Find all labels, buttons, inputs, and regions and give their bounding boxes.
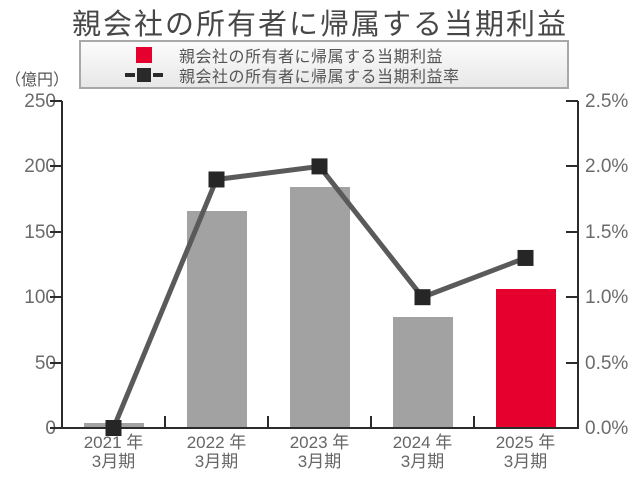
bar-2023年3月期: [289, 187, 350, 428]
right-axis-line: [577, 101, 579, 429]
left-axis-tick: [50, 361, 62, 364]
x-axis-tick: [164, 416, 166, 428]
x-axis-tick: [370, 416, 372, 428]
bar-2022年3月期: [186, 210, 247, 428]
right-axis-tick: [566, 100, 578, 102]
x-axis-label-2023年3月期: 2023 年 3月期: [289, 433, 350, 471]
left-axis-tick-label: 0: [0, 418, 56, 440]
x-axis-label-2022年3月期: 2022 年 3月期: [186, 433, 247, 471]
legend-ratio-label: 親会社の所有者に帰属する当期利益率: [179, 68, 460, 86]
profit-bar-swatch-icon: [136, 46, 152, 63]
x-axis-label-2024年3月期: 2024 年 3月期: [392, 433, 453, 471]
right-axis-tick-label: 0.0%: [585, 418, 629, 439]
left-axis-tick-label: 150: [24, 221, 56, 243]
right-axis-tick-label: 0.5%: [585, 352, 629, 374]
right-axis-tick-label: 2.5%: [585, 91, 629, 112]
ratio-marker-2022年3月期: [208, 171, 225, 188]
right-axis-tick: [566, 230, 578, 233]
ratio-marker-2025年3月期: [517, 249, 534, 266]
ratio-marker-2023年3月期: [311, 158, 328, 175]
left-axis-line: [61, 101, 63, 429]
left-axis-tick-label: 100: [24, 287, 56, 309]
legend-item-profit: 親会社の所有者に帰属する当期利益: [119, 46, 567, 66]
legend-profit-label: 親会社の所有者に帰属する当期利益: [179, 48, 444, 66]
left-axis-tick: [50, 296, 62, 299]
left-axis-unit-label: （億円）: [5, 72, 70, 89]
bar-2024年3月期: [392, 316, 453, 428]
x-axis-tick: [267, 416, 269, 428]
right-axis-tick-label: 1.0%: [585, 287, 629, 309]
ratio-marker-2021年3月期: [105, 420, 122, 436]
ratio-line-marker-icon: [125, 67, 163, 82]
x-axis-label-2021年3月期: 2021 年 3月期: [83, 433, 144, 471]
legend-item-ratio: 親会社の所有者に帰属する当期利益率: [119, 66, 567, 86]
bar-2025年3月期: [495, 289, 556, 428]
right-axis-tick: [566, 165, 578, 168]
left-axis-tick: [50, 427, 62, 429]
right-axis-tick: [566, 296, 578, 299]
left-axis-tick-label: 50: [34, 352, 56, 374]
left-axis-tick-label: 250: [24, 91, 56, 112]
ratio-line: [111, 163, 527, 429]
x-axis-line: [61, 427, 579, 429]
left-axis-tick-label: 200: [24, 156, 56, 178]
right-axis-tick: [566, 361, 578, 364]
right-axis-tick-label: 1.5%: [585, 221, 629, 243]
left-axis-tick: [50, 165, 62, 168]
right-axis-tick-label: 2.0%: [585, 156, 629, 178]
left-axis-tick: [50, 100, 62, 102]
x-axis-label-2025年3月期: 2025 年 3月期: [495, 433, 556, 471]
chart-title: 親会社の所有者に帰属する当期利益: [71, 9, 568, 41]
left-axis-tick: [50, 230, 62, 233]
x-axis-tick: [473, 416, 475, 428]
ratio-line-overlay: [105, 158, 534, 436]
ratio-marker-2024年3月期: [414, 289, 431, 306]
legend: 親会社の所有者に帰属する当期利益 親会社の所有者に帰属する当期利益率: [79, 40, 569, 89]
